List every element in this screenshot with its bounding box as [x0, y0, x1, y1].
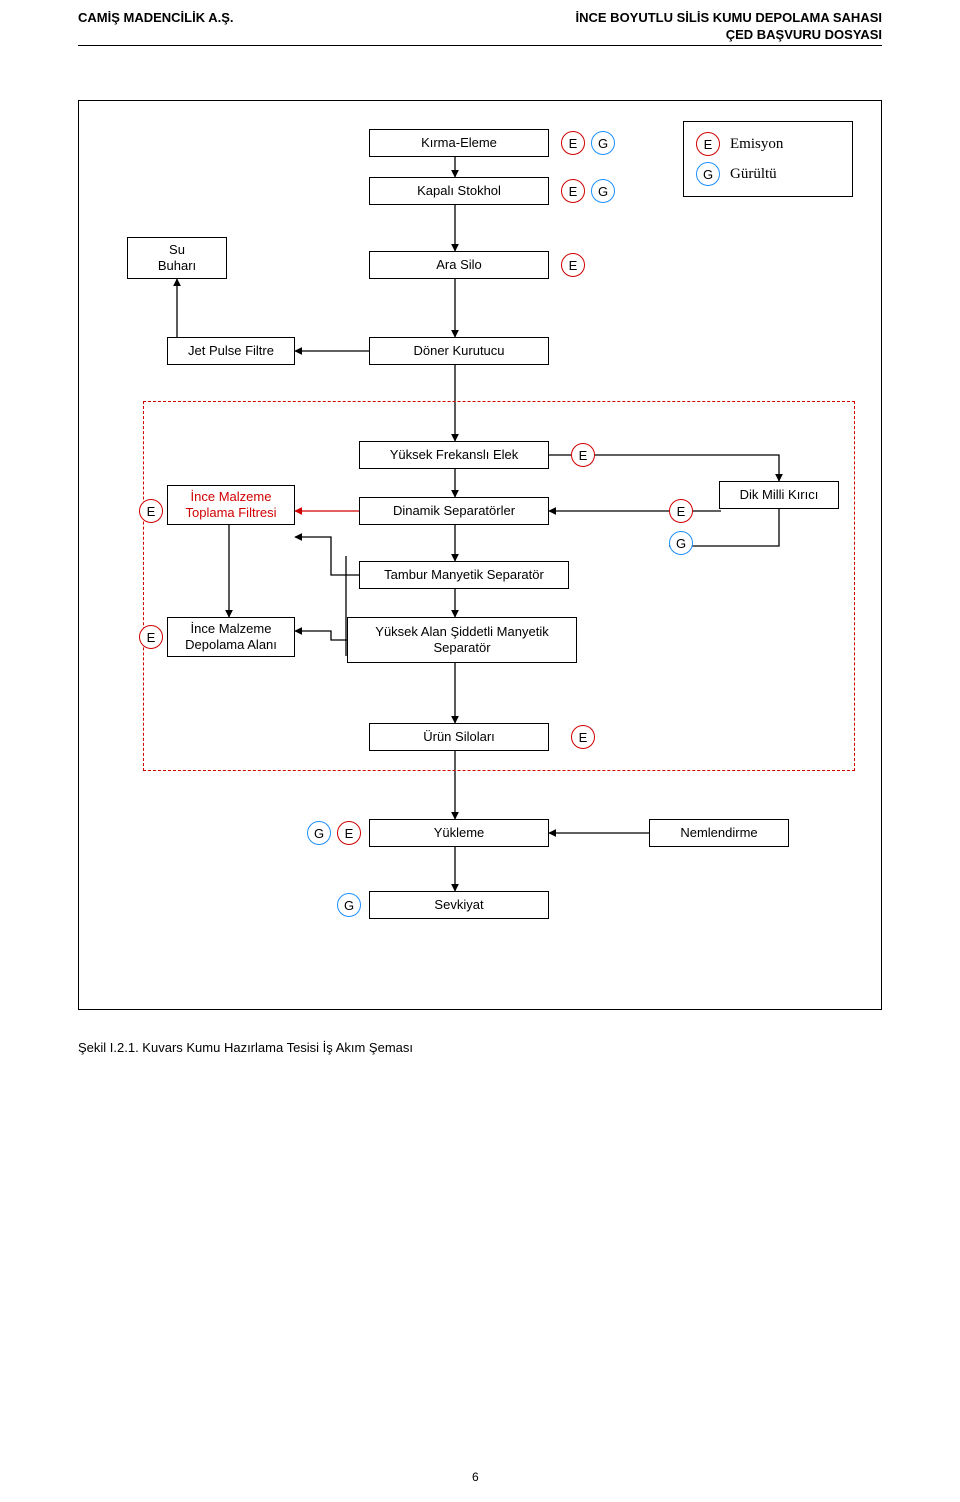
header-right-line1: İNCE BOYUTLU SİLİS KUMU DEPOLAMA SAHASI: [576, 10, 882, 25]
node-su-buhari: Su Buharı: [127, 237, 227, 279]
marker-g: G: [307, 821, 331, 845]
node-tambur-manyetik: Tambur Manyetik Separatör: [359, 561, 569, 589]
header-right: İNCE BOYUTLU SİLİS KUMU DEPOLAMA SAHASI …: [576, 10, 882, 44]
legend-row-emission: E Emisyon: [696, 132, 840, 156]
marker-e: E: [337, 821, 361, 845]
node-dik-milli: Dik Milli Kırıcı: [719, 481, 839, 509]
marker-g: G: [337, 893, 361, 917]
legend-g-text: Gürültü: [730, 166, 777, 183]
header-left: CAMİŞ MADENCİLİK A.Ş.: [78, 10, 234, 25]
page-number: 6: [472, 1470, 479, 1484]
node-nemlendirme: Nemlendirme: [649, 819, 789, 847]
marker-e: E: [139, 625, 163, 649]
marker-e: E: [561, 131, 585, 155]
node-jet-pulse: Jet Pulse Filtre: [167, 337, 295, 365]
node-kirma-eleme: Kırma-Eleme: [369, 129, 549, 157]
legend-e-text: Emisyon: [730, 136, 783, 153]
legend-g-circle: G: [696, 162, 720, 186]
header-right-line2: ÇED BAŞVURU DOSYASI: [726, 27, 882, 42]
marker-e: E: [571, 725, 595, 749]
node-yuksek-alan: Yüksek Alan Şiddetli Manyetik Separatör: [347, 617, 577, 663]
node-ara-silo: Ara Silo: [369, 251, 549, 279]
node-dinamik-sep: Dinamik Separatörler: [359, 497, 549, 525]
node-doner-kurutucu: Döner Kurutucu: [369, 337, 549, 365]
node-sevkiyat: Sevkiyat: [369, 891, 549, 919]
header-divider: [78, 45, 882, 46]
marker-e: E: [561, 253, 585, 277]
node-kapali-stokhol: Kapalı Stokhol: [369, 177, 549, 205]
legend-row-noise: G Gürültü: [696, 162, 840, 186]
node-urun-silolari: Ürün Siloları: [369, 723, 549, 751]
node-ince-toplama: İnce Malzeme Toplama Filtresi: [167, 485, 295, 525]
marker-e: E: [561, 179, 585, 203]
legend-e-circle: E: [696, 132, 720, 156]
node-yuksek-frekansli: Yüksek Frekanslı Elek: [359, 441, 549, 469]
marker-g: G: [591, 131, 615, 155]
legend-box: E Emisyon G Gürültü: [683, 121, 853, 197]
marker-g: G: [591, 179, 615, 203]
marker-e: E: [139, 499, 163, 523]
node-yukleme: Yükleme: [369, 819, 549, 847]
marker-e: E: [571, 443, 595, 467]
marker-g: G: [669, 531, 693, 555]
marker-e: E: [669, 499, 693, 523]
diagram-frame: E Emisyon G Gürültü Kırma-Eleme E G Kapa…: [78, 100, 882, 1010]
figure-caption: Şekil I.2.1. Kuvars Kumu Hazırlama Tesis…: [78, 1040, 413, 1055]
node-ince-depolama: İnce Malzeme Depolama Alanı: [167, 617, 295, 657]
